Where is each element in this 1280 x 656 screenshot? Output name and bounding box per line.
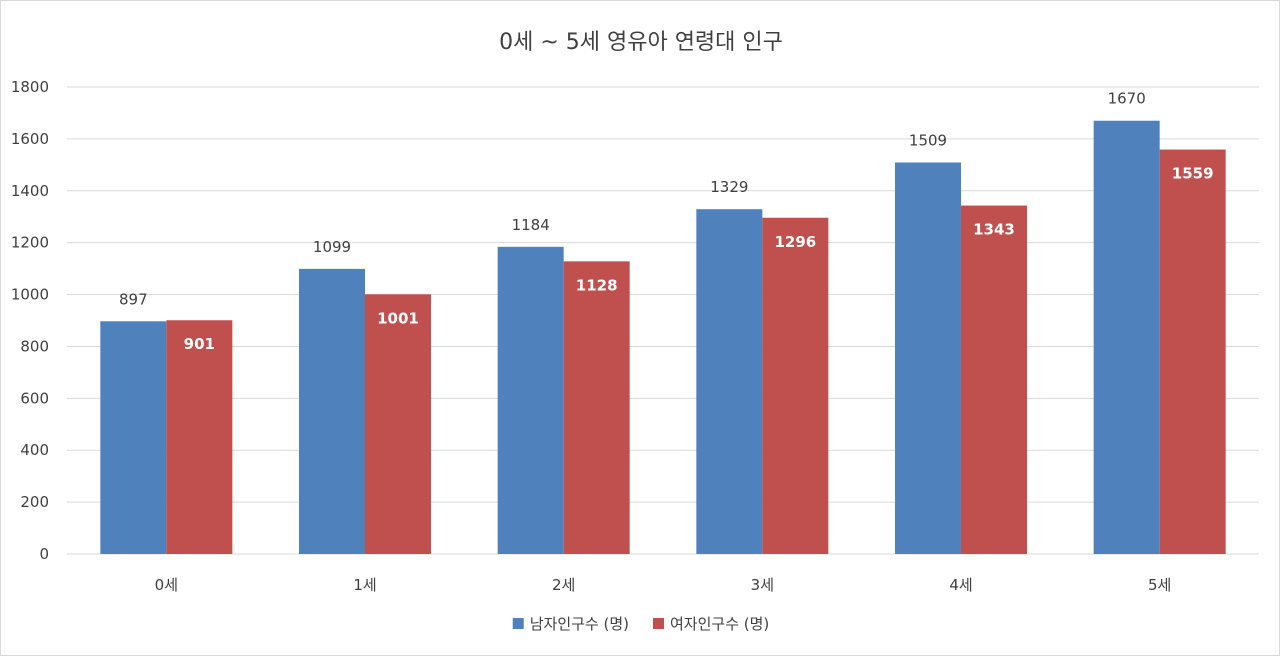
data-label: 1128 xyxy=(576,276,618,294)
legend-item: 남자인구수 (명) xyxy=(512,615,629,633)
y-tick-label: 1400 xyxy=(11,182,49,200)
bar-female xyxy=(166,320,233,554)
legend-label: 남자인구수 (명) xyxy=(530,615,629,633)
data-label: 1559 xyxy=(1172,165,1214,183)
bar-male xyxy=(100,321,167,554)
data-labels: 897 901 1099 1001 1184 1128 1329 1296 1509 1343 16… xyxy=(119,90,1214,354)
legend-item: 여자인구수 (명) xyxy=(653,615,769,633)
legend-label: 여자인구수 (명) xyxy=(670,615,769,633)
x-tick-label: 1세 xyxy=(353,576,376,594)
data-label: 1329 xyxy=(710,178,748,196)
y-tick-label: 1800 xyxy=(11,78,49,96)
bar-female xyxy=(365,294,431,554)
bar-female xyxy=(1159,149,1226,554)
x-tick-label: 5세 xyxy=(1148,576,1171,594)
data-label: 1509 xyxy=(909,131,947,149)
bars xyxy=(100,120,1226,555)
legend-swatch xyxy=(653,618,664,629)
data-label: 1296 xyxy=(774,233,816,251)
legend: 남자인구수 (명) 여자인구수 (명) xyxy=(512,615,769,633)
bar-female xyxy=(563,261,630,554)
x-tick-label: 2세 xyxy=(552,576,575,594)
x-tick-label: 3세 xyxy=(751,576,774,594)
y-tick-label: 200 xyxy=(20,493,49,511)
data-label: 1670 xyxy=(1108,90,1146,108)
y-axis-ticks: 0 200 400 600 800 1000 1200 1400 1600 1800 xyxy=(11,78,49,563)
bar-male xyxy=(299,268,365,554)
data-label: 1184 xyxy=(512,216,550,234)
y-tick-label: 400 xyxy=(20,441,49,459)
bar-male xyxy=(895,162,961,554)
data-label: 901 xyxy=(184,335,215,353)
bar-female xyxy=(762,217,829,554)
bar-male xyxy=(696,209,763,554)
y-tick-label: 600 xyxy=(20,389,49,407)
legend-swatch xyxy=(512,618,524,629)
chart-title: 0세 ~ 5세 영유아 연령대 인구 xyxy=(499,30,783,55)
data-label: 1099 xyxy=(313,238,351,256)
bar-female xyxy=(961,205,1027,555)
x-tick-label: 4세 xyxy=(949,576,972,594)
x-tick-label: 0세 xyxy=(155,576,178,594)
y-tick-label: 1600 xyxy=(11,130,49,148)
data-label: 1001 xyxy=(377,309,419,327)
bar-male xyxy=(1093,120,1160,554)
data-label: 1343 xyxy=(973,221,1015,239)
y-tick-label: 1000 xyxy=(11,286,49,304)
data-label: 897 xyxy=(119,290,148,308)
y-tick-label: 0 xyxy=(39,545,49,563)
y-tick-label: 1200 xyxy=(11,234,49,252)
gridlines xyxy=(67,86,1259,555)
y-tick-label: 800 xyxy=(20,337,49,355)
bar-male xyxy=(497,246,564,554)
x-axis-ticks: 0세 1세 2세 3세 4세 5세 xyxy=(155,576,1172,594)
